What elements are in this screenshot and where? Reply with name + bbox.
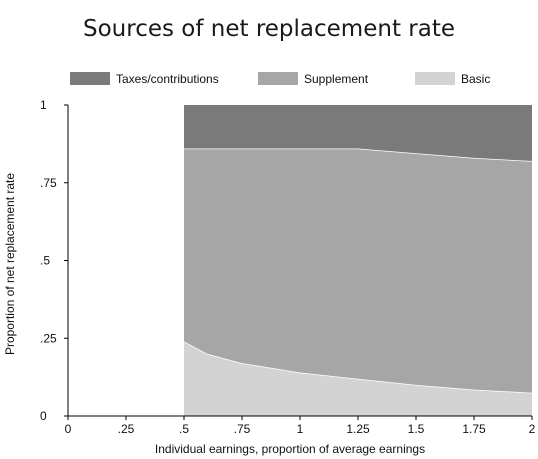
legend-label: Basic bbox=[461, 72, 490, 86]
legend-swatch bbox=[258, 72, 298, 85]
x-tick-label: 0 bbox=[65, 422, 72, 436]
legend-swatch bbox=[415, 72, 455, 85]
legend-item: Basic bbox=[415, 72, 490, 86]
y-tick-label: 0 bbox=[40, 409, 47, 423]
x-tick-label: .5 bbox=[179, 422, 189, 436]
area-supplement bbox=[184, 148, 532, 393]
legend: Taxes/contributions Supplement Basic bbox=[70, 72, 490, 86]
y-tick-label: 1 bbox=[40, 98, 47, 112]
y-tick-label: .25 bbox=[40, 331, 57, 345]
x-tick-label: .25 bbox=[118, 422, 135, 436]
y-tick-label: .75 bbox=[40, 176, 57, 190]
legend-swatch bbox=[70, 72, 110, 85]
x-tick-label: 1.5 bbox=[408, 422, 425, 436]
legend-label: Supplement bbox=[304, 72, 369, 86]
legend-label: Taxes/contributions bbox=[116, 72, 219, 86]
area-taxes-contributions bbox=[184, 105, 532, 161]
y-axis-label: Proportion of net replacement rate bbox=[3, 173, 17, 355]
legend-item: Taxes/contributions bbox=[70, 72, 219, 86]
x-tick-label: .75 bbox=[234, 422, 251, 436]
x-tick-label: 1.25 bbox=[346, 422, 370, 436]
chart-title: Sources of net replacement rate bbox=[83, 16, 455, 42]
axes: 0 .25 .5 .75 1 0 .25 .5 .75 1 1.25 1.5 1.75 2 bbox=[40, 98, 536, 436]
plot-areas bbox=[183, 105, 533, 416]
x-tick-label: 2 bbox=[529, 422, 536, 436]
legend-item: Supplement bbox=[258, 72, 369, 86]
y-tick-label: .5 bbox=[40, 254, 50, 268]
x-tick-label: 1 bbox=[297, 422, 304, 436]
x-tick-label: 1.75 bbox=[462, 422, 486, 436]
x-axis-label: Individual earnings, proportion of avera… bbox=[155, 442, 425, 456]
